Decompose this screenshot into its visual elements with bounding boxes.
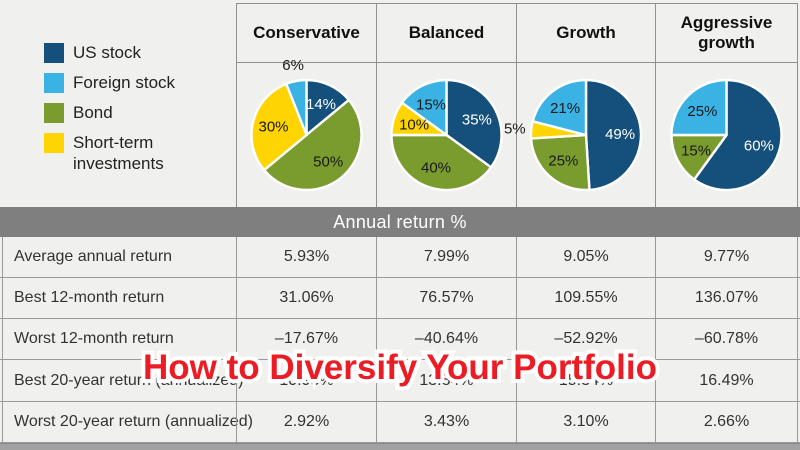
pie-slice-label: 5%: [504, 120, 526, 137]
table-cell-aggressive-growth: 136.07%: [694, 289, 759, 306]
table-row-label: Worst 12-month return: [14, 330, 174, 347]
table-grid-line: [516, 237, 517, 443]
pie-slice-us-stock: [692, 78, 783, 192]
pie-slice-label: 25%: [687, 103, 717, 120]
table-cell-conservative: 31.06%: [279, 289, 334, 306]
pie-slice-label: 6%: [282, 57, 304, 74]
pie-slice-label: 40%: [421, 159, 451, 176]
table-grid-line: [2, 237, 3, 443]
pie-slice-foreign-stock: [531, 78, 588, 137]
asset-legend: US stock Foreign stock Bond Short-term inve…: [44, 42, 214, 183]
legend-swatch-us-stock: [44, 43, 64, 63]
pie-slice-foreign-stock: [400, 78, 448, 137]
legend-label: Foreign stock: [73, 73, 176, 92]
pie-slice-label: 25%: [548, 153, 578, 170]
pie-slice-label: 10%: [399, 117, 429, 134]
column-header-aggressive-growth: Aggressive growth: [655, 3, 798, 63]
pie-cell-conservative: 14% 50% 30% 6%: [236, 57, 377, 208]
legend-item-foreign-stock: Foreign stock: [44, 72, 214, 93]
annual-return-band: Annual return %: [0, 207, 800, 237]
table-grid-line: [236, 237, 237, 443]
table-cell-conservative: –17.67%: [274, 330, 339, 347]
column-header-growth: Growth: [516, 3, 656, 63]
pie-slice-short-term-investments: [250, 82, 308, 172]
table-cell-growth: 15.34%: [558, 371, 614, 389]
table-cell-conservative: 10.98%: [279, 371, 334, 389]
table-cell-aggressive-growth: –60.78%: [694, 330, 759, 347]
pie-slice-label: 60%: [744, 138, 774, 155]
table-cell-growth: 3.10%: [563, 413, 609, 430]
pie-slice-label: 30%: [258, 119, 288, 136]
table-cell-growth: 109.55%: [554, 289, 618, 306]
table-cell-balanced: –40.64%: [414, 330, 479, 347]
table-cell-balanced: 76.57%: [419, 289, 474, 306]
table-cell-balanced: 7.99%: [423, 248, 470, 265]
legend-item-short-term-investments: Short-term investments: [44, 132, 214, 174]
table-row-worst-20-year-return-annualized: Worst 20-year return (annualized) 2.92% 3.…: [0, 402, 800, 443]
legend-swatch-bond: [44, 103, 64, 123]
pie-slice-label: 15%: [681, 143, 711, 160]
pie-slice-us-stock: [445, 78, 503, 169]
pie-slice-label: 50%: [313, 153, 343, 170]
legend-swatch-foreign-stock: [44, 73, 64, 93]
pie-cell-growth: 49% 25% 5% 21%: [504, 62, 656, 208]
table-row-best-12-month-return: Best 12-month return 31.06% 76.57% 109.55% 1…: [0, 278, 800, 319]
table-cell-conservative: 5.93%: [283, 248, 330, 265]
pie-slice-label: 35%: [462, 112, 492, 129]
column-header-conservative: Conservative: [236, 3, 377, 63]
legend-item-us-stock: US stock: [44, 42, 214, 63]
table-cell-balanced: 13.84%: [419, 371, 474, 389]
bottom-strip: [0, 443, 800, 450]
table-cell-aggressive-growth: 16.49%: [699, 371, 754, 389]
pie-slice-label: 49%: [605, 126, 635, 143]
table-row-best-20-year-return-annualized: Best 20-year return (annualized) 10.98% 13…: [0, 360, 800, 402]
legend-label: US stock: [73, 43, 142, 62]
column-header-balanced: Balanced: [376, 3, 517, 63]
table-row-worst-12-month-return: Worst 12-month return –17.67% –40.64% –52.9…: [0, 319, 800, 360]
pie-chart-balanced: 35% 40% 10% 15%: [390, 78, 503, 192]
table-row-label: Best 12-month return: [14, 289, 165, 306]
pie-cell-balanced: 35% 40% 10% 15%: [376, 62, 517, 208]
table-cell-balanced: 3.43%: [423, 413, 470, 430]
table-row-label: Worst 20-year return (annualized): [14, 413, 253, 430]
pie-slice-label: 21%: [550, 100, 580, 117]
pie-chart-conservative: 14% 50% 30% 6%: [250, 57, 363, 192]
pie-slice-bond: [390, 133, 493, 192]
table-cell-aggressive-growth: 2.66%: [703, 413, 750, 430]
table-row-label: Best 20-year return (annualized): [14, 371, 244, 389]
table-grid-line: [797, 237, 798, 443]
column-header-label: Conservative: [253, 23, 360, 42]
pie-chart-aggressive-growth: 60% 15% 25%: [670, 78, 783, 192]
pie-slice-label: 14%: [306, 96, 336, 113]
column-header-label: Growth: [556, 23, 616, 42]
table-row-label: Average annual return: [14, 248, 173, 265]
annual-return-band-title: Annual return %: [333, 211, 467, 232]
table-grid-line: [655, 237, 656, 443]
table-grid-line: [376, 237, 377, 443]
pie-slice-bond: [262, 98, 363, 192]
table-cell-conservative: 2.92%: [283, 413, 330, 430]
pie-slice-bond: [529, 133, 591, 192]
pie-slice-foreign-stock: [670, 78, 728, 137]
column-header-label: Aggressive growth: [680, 13, 773, 52]
table-cell-aggressive-growth: 9.77%: [703, 248, 750, 265]
legend-label: Short-term investments: [73, 133, 164, 173]
pie-slice-foreign-stock: [285, 78, 308, 137]
legend-swatch-short-term-investments: [44, 133, 64, 153]
legend-label: Bond: [73, 103, 113, 122]
pie-slice-us-stock: [584, 78, 643, 192]
table-row-average-annual-return: Average annual return 5.93% 7.99% 9.05% 9.77…: [0, 237, 800, 278]
pie-slice-label: 15%: [416, 97, 446, 114]
pie-cell-aggressive-growth: 60% 15% 25%: [655, 62, 798, 208]
table-cell-growth: 9.05%: [563, 248, 609, 265]
table-cell-growth: –52.92%: [554, 330, 618, 347]
legend-item-bond: Bond: [44, 102, 214, 123]
column-header-label: Balanced: [408, 23, 485, 42]
pie-chart-growth: 49% 25% 5% 21%: [504, 78, 643, 192]
